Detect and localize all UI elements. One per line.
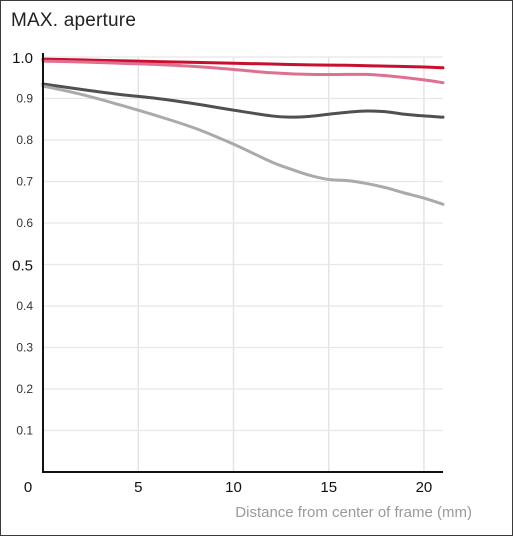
- x-axis-label: Distance from center of frame (mm): [235, 504, 472, 521]
- y-tick-label: 0.2: [16, 382, 33, 396]
- x-tick-label: 20: [416, 479, 433, 496]
- y-tick-label: 1.0: [12, 50, 33, 67]
- y-tick-label: 0.1: [16, 424, 33, 438]
- grid-lines: [43, 56, 443, 472]
- y-tick-label: 0.8: [16, 133, 33, 147]
- tick-labels: 0.1 0.2 0.3 0.4 0.5 0.6 0.7 0.8 0.9 1.0 0 5 10 15 20: [12, 50, 432, 496]
- series-line-3: [41, 82, 445, 119]
- x-tick-label: 5: [134, 479, 142, 496]
- x-tick-label: 0: [24, 479, 32, 496]
- y-tick-label: 0.5: [12, 258, 33, 275]
- series-layer: [41, 57, 445, 206]
- series-line-4: [41, 84, 445, 206]
- y-tick-label: 0.4: [16, 299, 33, 313]
- x-tick-label: 10: [225, 479, 242, 496]
- y-tick-label: 0.6: [16, 216, 33, 230]
- series-line-2: [41, 59, 445, 85]
- y-tick-label: 0.7: [16, 175, 33, 189]
- axes: [42, 53, 443, 473]
- x-tick-label: 15: [320, 479, 337, 496]
- series-line-1: [41, 57, 445, 70]
- y-tick-label: 0.9: [16, 92, 33, 106]
- chart-title: MAX. aperture: [11, 10, 137, 31]
- y-tick-label: 0.3: [16, 341, 33, 355]
